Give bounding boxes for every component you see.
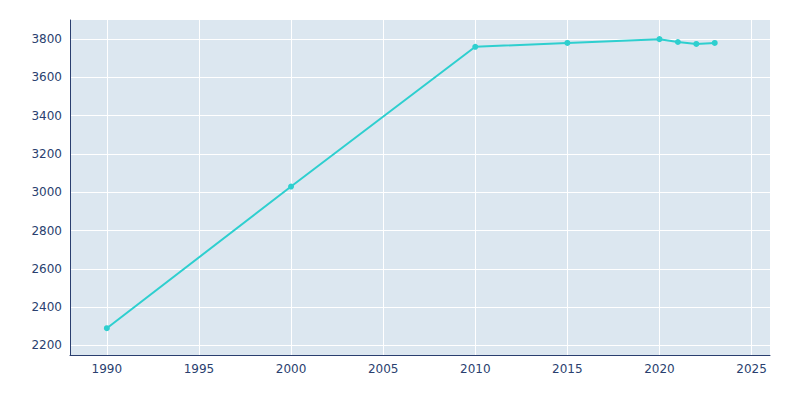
svg-text:3800: 3800 <box>31 32 62 46</box>
svg-text:2015: 2015 <box>552 362 583 376</box>
svg-text:2400: 2400 <box>31 300 62 314</box>
svg-text:1995: 1995 <box>184 362 215 376</box>
svg-text:2010: 2010 <box>460 362 491 376</box>
svg-text:2005: 2005 <box>368 362 399 376</box>
svg-text:3400: 3400 <box>31 109 62 123</box>
svg-text:2025: 2025 <box>736 362 767 376</box>
svg-text:2000: 2000 <box>276 362 307 376</box>
svg-text:2800: 2800 <box>31 224 62 238</box>
svg-text:3200: 3200 <box>31 147 62 161</box>
svg-text:2200: 2200 <box>31 338 62 352</box>
svg-text:3600: 3600 <box>31 70 62 84</box>
svg-text:3000: 3000 <box>31 185 62 199</box>
svg-text:2020: 2020 <box>644 362 675 376</box>
svg-text:1990: 1990 <box>92 362 123 376</box>
svg-text:2600: 2600 <box>31 262 62 276</box>
